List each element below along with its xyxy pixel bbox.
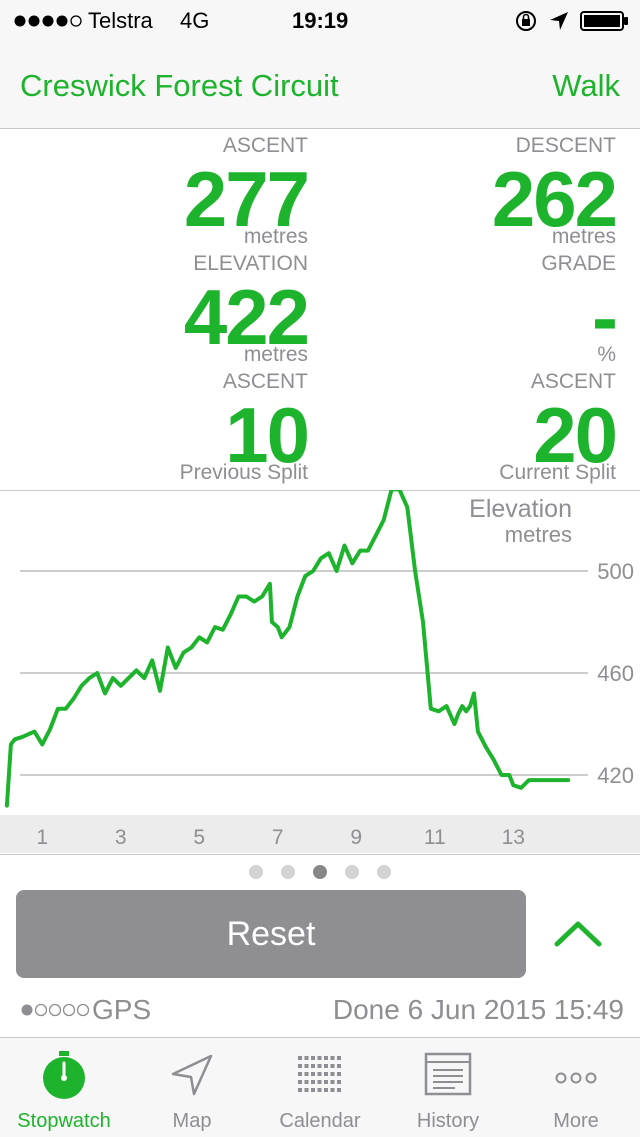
stat-label: GRADE (541, 252, 616, 275)
stat-label: ELEVATION (193, 252, 308, 275)
battery-icon (580, 11, 630, 36)
nav-header: Creswick Forest Circuit Walk (0, 40, 640, 129)
location-arrow-icon (548, 10, 570, 37)
tab-label: Map (172, 1110, 212, 1132)
gps-signal-dots-icon (20, 1003, 92, 1022)
tab-stopwatch[interactable]: Stopwatch (0, 1038, 128, 1137)
stat-value: 262 (491, 155, 618, 243)
tab-history[interactable]: History (384, 1038, 512, 1137)
page-dot[interactable] (345, 865, 359, 879)
history-list-icon (424, 1052, 472, 1096)
y-tick-label: 420 (597, 763, 634, 788)
tab-calendar[interactable]: Calendar (256, 1038, 384, 1137)
stat-value: 277 (183, 155, 310, 243)
gps-dot (21, 1004, 33, 1016)
stat-unit: Previous Split (179, 461, 308, 484)
stat-value: - (592, 273, 618, 361)
rotation-lock-icon (514, 10, 538, 37)
stat-label: ASCENT (530, 370, 616, 393)
gps-label: GPS (92, 994, 152, 1025)
reset-button[interactable]: Reset (16, 890, 526, 978)
tab-map[interactable]: Map (128, 1038, 256, 1137)
elevation-chart-panel[interactable] (0, 490, 640, 855)
stat-unit: metres (551, 225, 616, 248)
y-tick-label: 460 (597, 661, 634, 686)
map-arrow-icon (171, 1054, 213, 1096)
network-type: 4G (180, 8, 210, 33)
tab-more[interactable]: More (512, 1038, 640, 1137)
stat-value: 422 (183, 273, 310, 361)
tab-bar: Stopwatch Map Calendar History More (0, 1037, 640, 1137)
page-dot[interactable] (377, 865, 391, 879)
route-title[interactable]: Creswick Forest Circuit (20, 68, 339, 103)
clock: 19:19 (292, 8, 349, 33)
stopwatch-icon (43, 1051, 85, 1099)
tab-label: More (553, 1110, 599, 1132)
status-bar: Telstra 4G 19:19 (0, 0, 640, 40)
stat-label: ASCENT (222, 134, 308, 157)
stat-unit: % (597, 343, 616, 366)
calendar-grid-icon (298, 1056, 341, 1092)
page-dot[interactable] (249, 865, 263, 879)
stat-value: 10 (225, 391, 310, 479)
page-dot[interactable] (281, 865, 295, 879)
expand-chevron-up-icon[interactable] (552, 916, 604, 957)
x-tick-label: 11 (424, 826, 446, 849)
stat-label: DESCENT (515, 134, 616, 157)
tab-label: History (416, 1110, 480, 1132)
chart-y-axis-label: metres (505, 522, 572, 547)
more-dots-icon (555, 1072, 597, 1084)
stat-unit: Current Split (499, 461, 616, 484)
tab-label: Stopwatch (17, 1110, 111, 1132)
stat-unit: metres (243, 225, 308, 248)
x-tick-label: 7 (272, 826, 284, 849)
gps-dot (34, 1003, 48, 1017)
chart-title: Elevation (469, 495, 572, 523)
x-tick-label: 13 (502, 826, 525, 849)
gps-dot (76, 1003, 90, 1017)
gps-dot (48, 1003, 62, 1017)
x-tick-label: 3 (115, 826, 127, 849)
gps-dot (62, 1003, 76, 1017)
stat-label: ASCENT (222, 370, 308, 393)
stat-unit: metres (243, 343, 308, 366)
page-dot[interactable] (313, 865, 327, 879)
x-tick-label: 9 (350, 826, 362, 849)
stat-value: 20 (533, 391, 618, 479)
elevation-series-line (4, 490, 571, 808)
activity-mode-button[interactable]: Walk (552, 68, 620, 103)
x-tick-label: 1 (36, 826, 48, 849)
done-timestamp: Done 6 Jun 2015 15:49 (332, 994, 624, 1025)
tab-label: Calendar (279, 1110, 361, 1132)
carrier-name: Telstra (88, 8, 153, 33)
signal-strength-icon (14, 14, 84, 33)
x-axis-strip (0, 815, 640, 853)
y-tick-label: 500 (597, 559, 634, 584)
x-tick-label: 5 (193, 826, 205, 849)
